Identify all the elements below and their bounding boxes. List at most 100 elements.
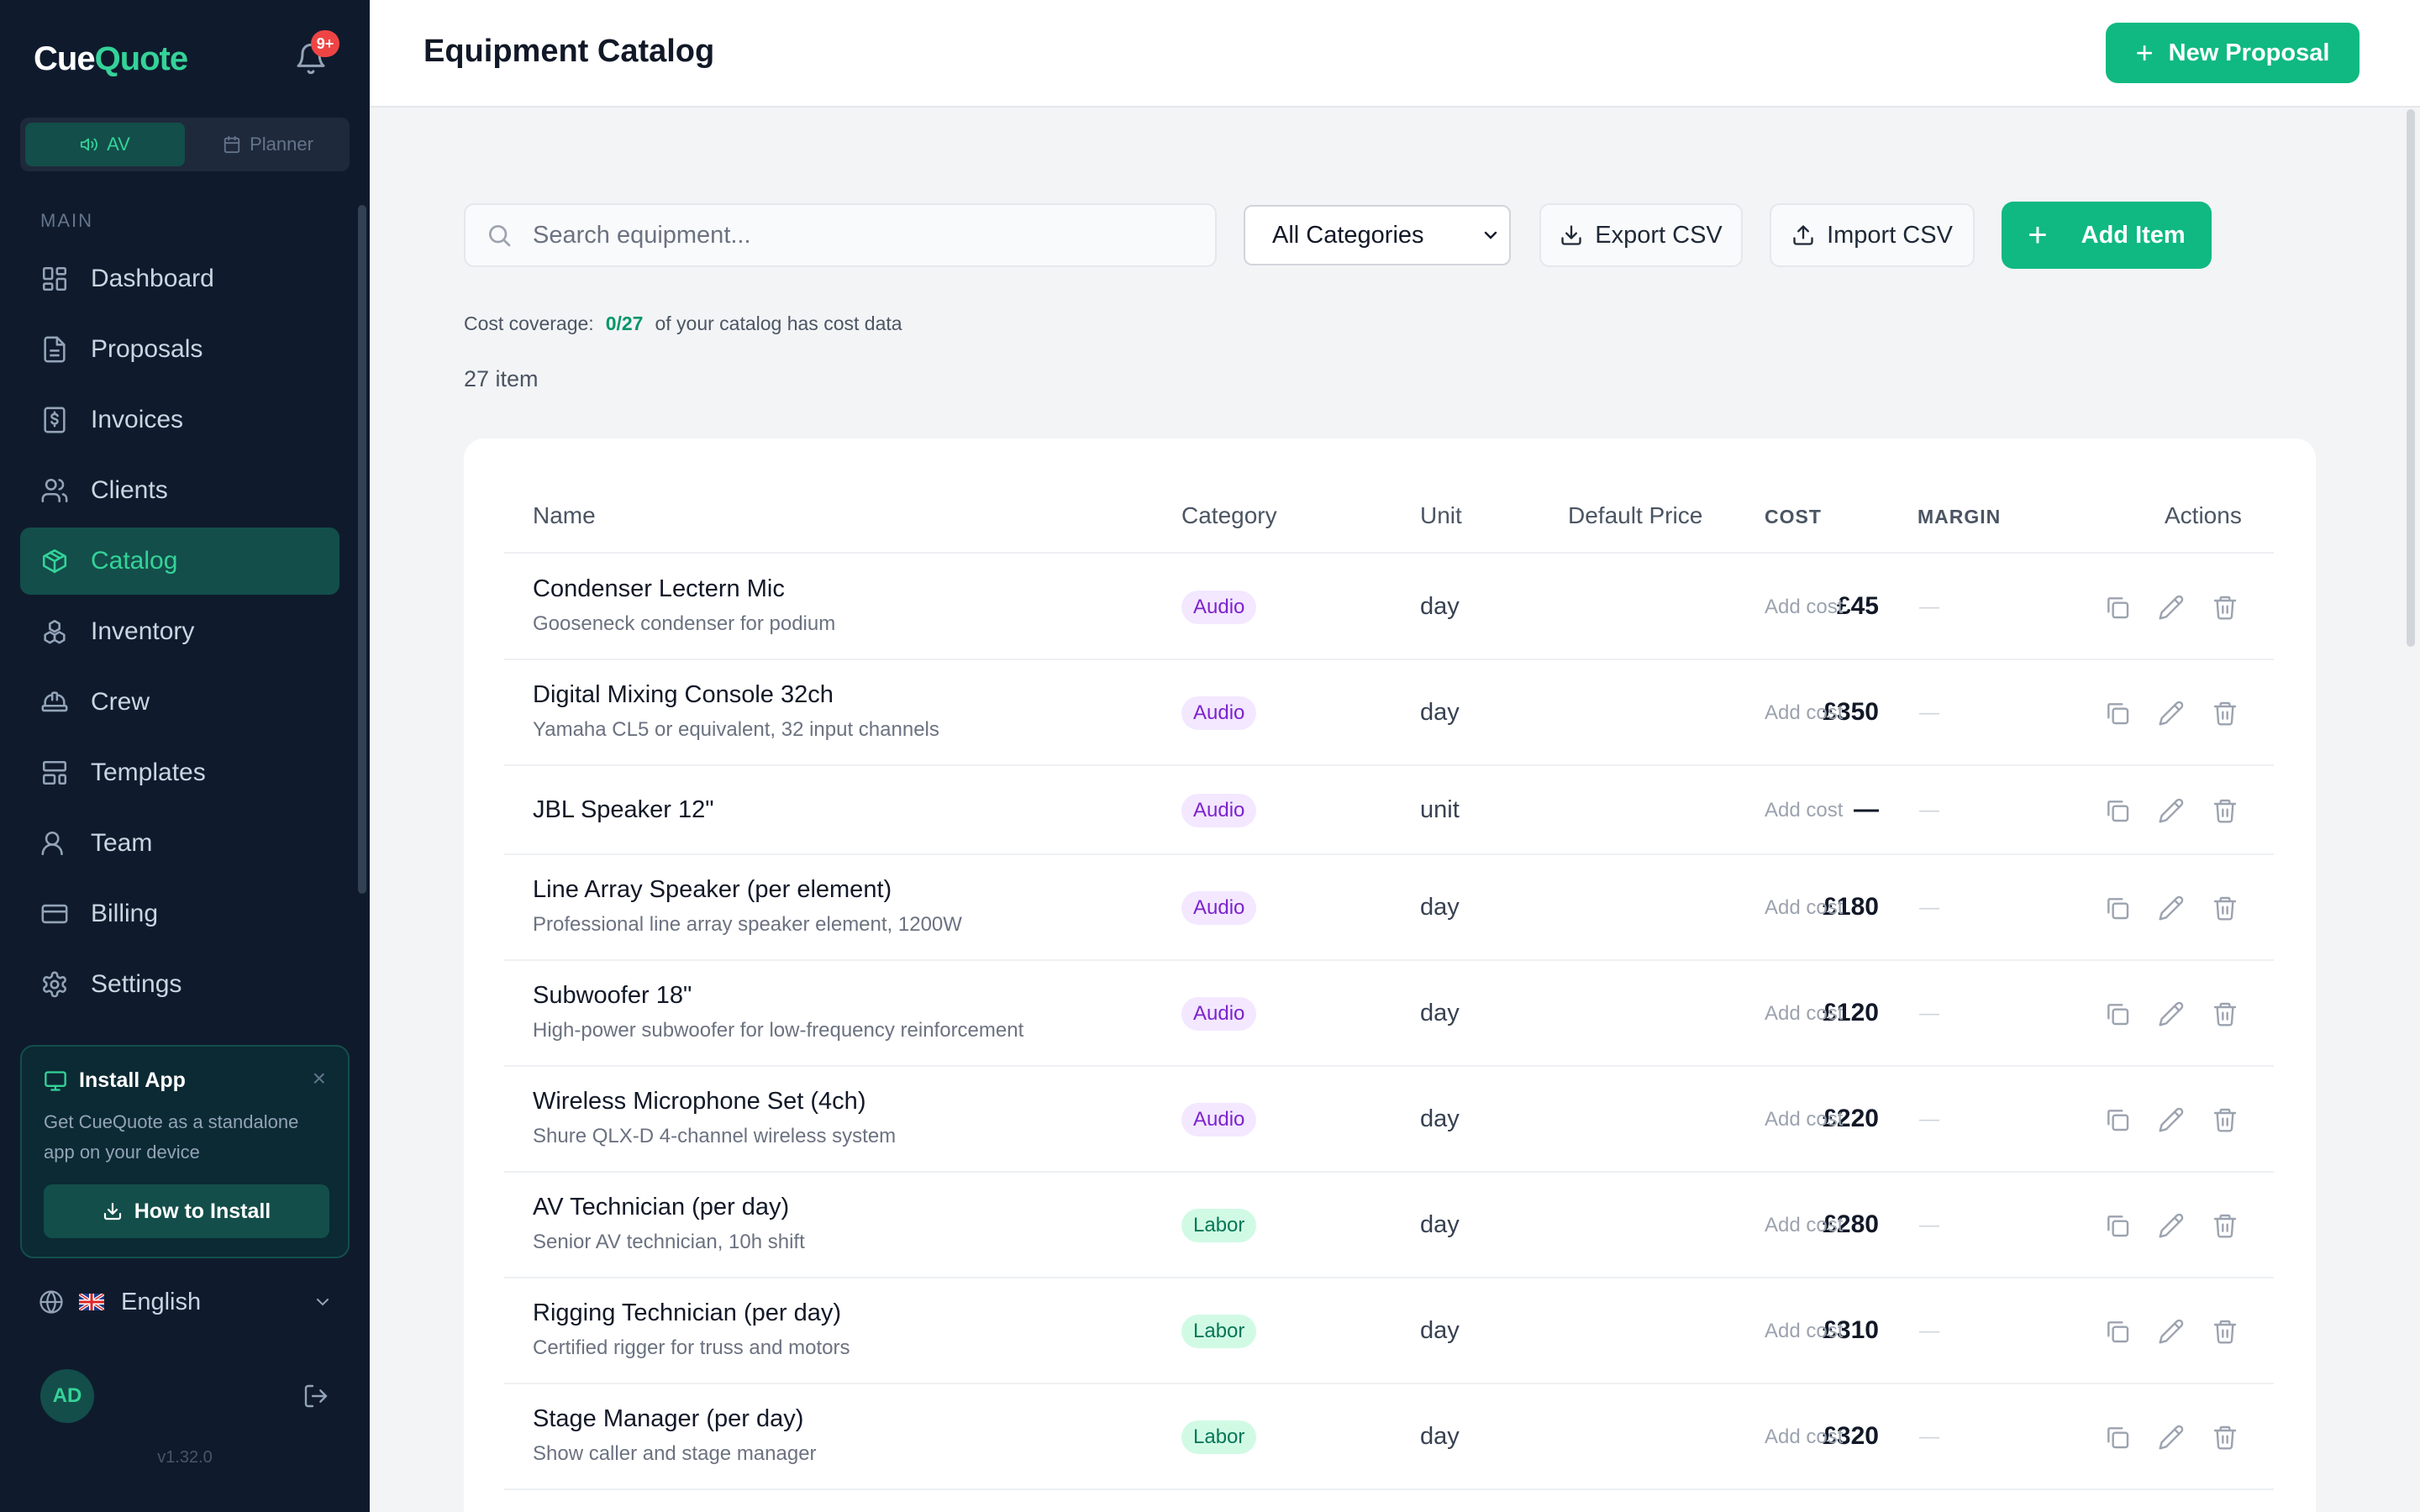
table-row[interactable]: Digital Mixing Console 32ch Yamaha CL5 or… (504, 660, 2274, 766)
column-header-default-price[interactable]: Default Price (1568, 502, 1703, 528)
edit-icon[interactable] (2158, 1212, 2185, 1239)
item-unit: day (1420, 1317, 1460, 1344)
add-cost-link[interactable]: Add cost (1765, 1108, 1844, 1131)
item-name: Wireless Microphone Set (4ch) (533, 1088, 866, 1115)
add-cost-link[interactable]: Add cost (1765, 1002, 1844, 1025)
table-row[interactable]: Wireless Microphone Set (4ch) Shure QLX-D… (504, 1067, 2274, 1173)
mode-switch: AV Planner (20, 118, 350, 171)
edit-icon[interactable] (2158, 1424, 2185, 1451)
item-name: Line Array Speaker (per element) (533, 876, 892, 903)
add-cost-link[interactable]: Add cost (1765, 1425, 1844, 1448)
category-select[interactable]: All Categories (1244, 205, 1511, 265)
sidebar-item-invoices[interactable]: Invoices (20, 386, 339, 454)
duplicate-icon[interactable] (2104, 594, 2131, 621)
sidebar-item-billing[interactable]: Billing (20, 880, 339, 948)
add-item-button[interactable]: + Add Item (2002, 202, 2212, 269)
item-description: Show caller and stage manager (533, 1442, 817, 1465)
sidebar-item-dashboard[interactable]: Dashboard (20, 245, 339, 312)
trash-icon[interactable] (2212, 700, 2238, 727)
trash-icon[interactable] (2212, 1318, 2238, 1345)
chevron-down-icon (317, 1299, 329, 1306)
sidebar-item-proposals[interactable]: Proposals (20, 316, 339, 383)
duplicate-icon[interactable] (2104, 1106, 2131, 1133)
bell-icon[interactable] (294, 42, 328, 76)
app-logo[interactable]: CueQuote (34, 40, 188, 77)
mode-planner-button[interactable]: Planner (188, 123, 348, 166)
table-row[interactable]: AV Technician (per day) Senior AV technic… (504, 1173, 2274, 1278)
install-app-title: Install App (44, 1068, 186, 1093)
avatar[interactable]: AD (40, 1369, 94, 1423)
table-row[interactable]: Stage Manager (per day) Show caller and s… (504, 1384, 2274, 1490)
add-cost-link[interactable]: Add cost (1765, 595, 1844, 618)
duplicate-icon[interactable] (2104, 1212, 2131, 1239)
table-row[interactable]: Line Array Speaker (per element) Professi… (504, 855, 2274, 961)
export-csv-button[interactable]: Export CSV (1539, 203, 1743, 267)
category-badge: Labor (1181, 1315, 1257, 1348)
sidebar-item-templates[interactable]: Templates (20, 739, 339, 806)
duplicate-icon[interactable] (2104, 1424, 2131, 1451)
edit-icon[interactable] (2158, 1106, 2185, 1133)
column-header-category[interactable]: Category (1181, 502, 1277, 528)
trash-icon[interactable] (2212, 594, 2238, 621)
sidebar-item-team[interactable]: Team (20, 810, 339, 877)
page-scrollbar[interactable] (2407, 109, 2415, 647)
trash-icon[interactable] (2212, 1000, 2238, 1027)
item-name: AV Technician (per day) (533, 1194, 790, 1221)
table-row[interactable]: Condenser Lectern Mic Gooseneck condenser… (504, 554, 2274, 660)
new-proposal-button[interactable]: + New Proposal (2106, 23, 2360, 83)
mode-av-button[interactable]: AV (25, 123, 185, 166)
column-header-name[interactable]: Name (533, 502, 596, 528)
sidebar-item-catalog[interactable]: Catalog (20, 528, 339, 595)
item-margin: — (1919, 896, 1939, 919)
add-cost-link[interactable]: Add cost (1765, 896, 1844, 919)
sidebar-item-clients[interactable]: Clients (20, 457, 339, 524)
edit-icon[interactable] (2158, 895, 2185, 921)
close-icon[interactable]: × (312, 1065, 326, 1091)
sidebar-nav: Dashboard Proposals Invoices Clients Cat… (20, 245, 339, 1021)
sidebar-item-label: Invoices (91, 406, 184, 433)
search-input[interactable] (533, 221, 1188, 249)
column-header-unit[interactable]: Unit (1420, 502, 1462, 528)
table-row[interactable]: Rigging Technician (per day) Certified ri… (504, 1278, 2274, 1384)
add-cost-link[interactable]: Add cost (1765, 799, 1844, 822)
trash-icon[interactable] (2212, 1424, 2238, 1451)
trash-icon[interactable] (2212, 1212, 2238, 1239)
item-unit: day (1420, 894, 1460, 921)
table-row[interactable]: Subwoofer 18" High-power subwoofer for lo… (504, 961, 2274, 1067)
category-badge: Labor (1181, 1209, 1257, 1242)
item-price: £320 (1823, 1422, 1879, 1450)
edit-icon[interactable] (2158, 1318, 2185, 1345)
edit-icon[interactable] (2158, 700, 2185, 727)
top-header: Equipment Catalog + New Proposal (370, 0, 2420, 108)
mode-av-label: AV (107, 134, 130, 155)
duplicate-icon[interactable] (2104, 797, 2131, 824)
table-row[interactable]: JBL Speaker 12" Audio unit — Add cost — (504, 766, 2274, 855)
edit-icon[interactable] (2158, 594, 2185, 621)
duplicate-icon[interactable] (2104, 1318, 2131, 1345)
language-selector[interactable]: English (39, 1285, 333, 1319)
add-cost-link[interactable]: Add cost (1765, 1214, 1844, 1236)
duplicate-icon[interactable] (2104, 1000, 2131, 1027)
sidebar-item-settings[interactable]: Settings (20, 951, 339, 1018)
edit-icon[interactable] (2158, 1000, 2185, 1027)
category-badge: Audio (1181, 590, 1257, 624)
sidebar-item-crew[interactable]: Crew (20, 669, 339, 736)
calendar-icon (224, 135, 240, 154)
item-price: £280 (1823, 1210, 1879, 1238)
logout-icon[interactable] (302, 1383, 329, 1410)
edit-icon[interactable] (2158, 797, 2185, 824)
trash-icon[interactable] (2212, 895, 2238, 921)
how-to-install-button[interactable]: How to Install (44, 1184, 329, 1238)
trash-icon[interactable] (2212, 1106, 2238, 1133)
sidebar-item-inventory[interactable]: Inventory (20, 598, 339, 665)
trash-icon[interactable] (2212, 797, 2238, 824)
add-cost-link[interactable]: Add cost (1765, 1320, 1844, 1342)
sidebar-item-label: Clients (91, 476, 168, 504)
add-cost-link[interactable]: Add cost (1765, 701, 1844, 724)
search-field[interactable] (464, 203, 1217, 267)
sidebar-scrollbar[interactable] (358, 205, 366, 894)
sidebar-item-label: Crew (91, 688, 150, 716)
duplicate-icon[interactable] (2104, 895, 2131, 921)
duplicate-icon[interactable] (2104, 700, 2131, 727)
import-csv-button[interactable]: Import CSV (1770, 203, 1975, 267)
